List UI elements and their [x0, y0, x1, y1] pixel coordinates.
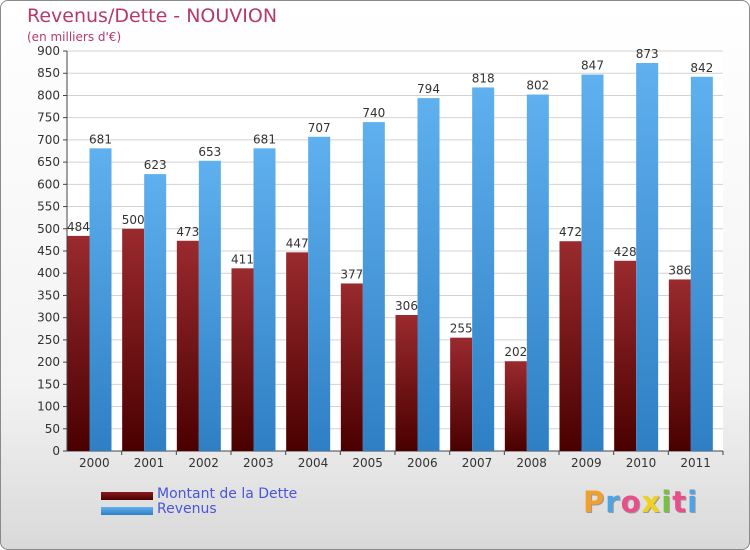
bar-revenue [89, 148, 112, 452]
logo-letter: i [661, 485, 673, 519]
y-tick-label: 750 [37, 111, 60, 125]
x-tick-label: 2002 [188, 456, 219, 470]
logo-letter: o [620, 485, 642, 519]
data-label-revenue: 681 [89, 132, 112, 146]
logo-letter: t [672, 485, 688, 519]
data-label-revenue: 794 [417, 82, 440, 96]
y-tick-label: 0 [52, 444, 60, 458]
bar-debt [286, 252, 309, 451]
chart-subtitle: (en milliers d'€) [27, 30, 122, 44]
y-tick-label: 300 [37, 311, 60, 325]
logo-letter: i [687, 485, 699, 519]
data-label-revenue: 802 [526, 79, 549, 93]
y-tick-label: 800 [37, 88, 60, 102]
logo-letter: x [641, 485, 662, 519]
legend-label-revenue: Revenus [157, 501, 217, 517]
y-tick-label: 700 [37, 133, 60, 147]
y-tick-label: 600 [37, 177, 60, 191]
data-label-debt: 500 [122, 213, 145, 227]
bar-revenue [144, 174, 167, 451]
y-tick-label: 900 [37, 44, 60, 58]
bar-debt [67, 235, 90, 451]
bar-revenue [198, 160, 221, 451]
data-label-debt: 473 [176, 225, 199, 239]
data-label-debt: 306 [395, 299, 418, 313]
bar-revenue [253, 148, 276, 452]
bar-revenue [362, 122, 385, 451]
data-label-revenue: 740 [362, 106, 385, 120]
chart-title: Revenus/Dette - NOUVION [27, 5, 278, 27]
data-label-debt: 484 [67, 220, 90, 234]
data-label-debt: 202 [504, 345, 527, 359]
bar-debt [176, 240, 199, 451]
x-tick-label: 2006 [407, 456, 438, 470]
x-tick-label: 2004 [298, 456, 329, 470]
data-label-debt: 428 [614, 245, 637, 259]
x-tick-label: 2001 [134, 456, 165, 470]
legend-label-debt: Montant de la Dette [157, 486, 298, 502]
bar-debt [450, 337, 473, 451]
bar-revenue [472, 87, 495, 451]
logo-letter: r [605, 485, 621, 519]
axes: 0 50 100 150 200 250 300 350 400 450 500 550 600 650 7… [37, 44, 724, 470]
legend-swatch-debt [101, 492, 153, 500]
data-label-revenue: 707 [308, 121, 331, 135]
bar-debt [340, 283, 363, 451]
bar-revenue [636, 63, 659, 451]
x-tick-label: 2010 [626, 456, 657, 470]
bar-revenue [526, 94, 549, 452]
data-labels: 484 681 500 623 473 653 411 681 447 707 377 740 306 7… [67, 47, 713, 359]
bar-debt [122, 228, 145, 451]
x-tick-label: 2000 [79, 456, 110, 470]
data-label-revenue: 681 [253, 132, 276, 146]
x-tick-label: 2009 [571, 456, 602, 470]
bar-revenue [690, 76, 713, 452]
data-label-debt: 386 [668, 263, 691, 277]
y-tick-label: 650 [37, 155, 60, 169]
y-tick-label: 850 [37, 66, 60, 80]
bar-debt [231, 268, 254, 451]
data-label-debt: 255 [450, 322, 473, 336]
x-tick-label: 2008 [516, 456, 547, 470]
grid-lines [67, 50, 723, 452]
bar-debt [559, 241, 582, 451]
data-label-debt: 377 [340, 267, 363, 281]
legend-swatch-revenue [101, 507, 153, 515]
data-label-revenue: 873 [636, 47, 659, 61]
y-tick-label: 100 [37, 400, 60, 414]
bar-debt [504, 361, 527, 451]
y-tick-label: 400 [37, 266, 60, 280]
y-tick-label: 450 [37, 244, 60, 258]
logo-letter: P [583, 485, 606, 519]
x-tick-label: 2003 [243, 456, 274, 470]
data-label-revenue: 623 [144, 158, 167, 172]
y-tick-label: 50 [45, 422, 60, 436]
bar-debt [614, 260, 637, 451]
y-tick-label: 250 [37, 333, 60, 347]
bars [67, 63, 713, 452]
bar-revenue [417, 98, 440, 451]
x-tick-label: 2005 [352, 456, 383, 470]
y-tick-label: 550 [37, 200, 60, 214]
y-tick-label: 150 [37, 377, 60, 391]
data-label-revenue: 818 [472, 71, 495, 85]
bar-debt [395, 315, 418, 451]
data-label-revenue: 847 [581, 59, 604, 73]
bar-revenue [308, 136, 331, 451]
x-tick-label: 2007 [462, 456, 493, 470]
y-tick-label: 200 [37, 355, 60, 369]
bar-revenue [581, 74, 604, 452]
bar-debt [668, 279, 691, 451]
data-label-debt: 411 [231, 252, 254, 266]
y-tick-label: 350 [37, 288, 60, 302]
y-tick-label: 500 [37, 222, 60, 236]
data-label-debt: 472 [559, 225, 582, 239]
data-label-revenue: 653 [198, 145, 221, 159]
data-label-debt: 447 [286, 236, 309, 250]
x-tick-label: 2011 [680, 456, 711, 470]
proxiti-logo: Proxiti [583, 485, 698, 519]
data-label-revenue: 842 [690, 61, 713, 75]
